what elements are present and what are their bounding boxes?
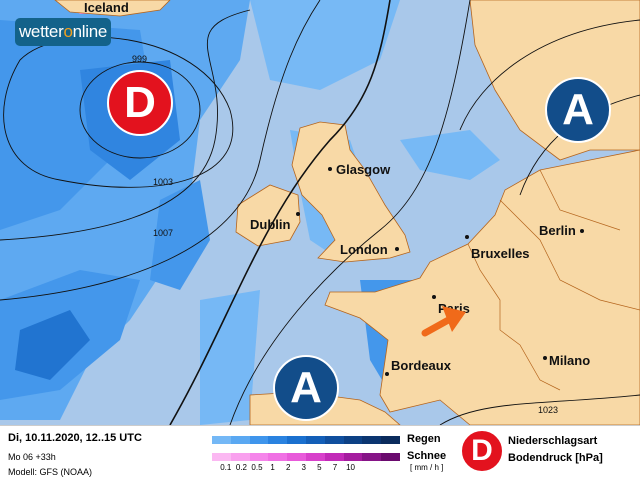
color-swatch <box>268 436 288 444</box>
color-swatch <box>287 436 306 444</box>
weather-map: 999 1003 1007 1023 Iceland Glasgow Dubli… <box>0 0 640 425</box>
scale-tick: 3 <box>301 463 306 472</box>
borders <box>467 169 640 391</box>
legend: Di, 10.11.2020, 12..15 UTC Mo 06 +33h Mo… <box>0 425 640 479</box>
model-run: Mo 06 +33h <box>8 452 56 462</box>
isobar-label: 1023 <box>538 405 558 415</box>
scale-tick: 0.1 <box>220 463 232 472</box>
rain-color-scale <box>212 436 400 444</box>
city-berlin: Berlin <box>539 223 576 238</box>
color-swatch <box>212 453 231 461</box>
city-dublin: Dublin <box>250 217 290 232</box>
snow-label: Schnee <box>407 450 447 462</box>
scale-tick: 0.5 <box>251 463 263 472</box>
color-swatch <box>230 453 250 461</box>
color-swatch <box>381 436 400 444</box>
scale-tick: 1 <box>270 463 275 472</box>
isobar-label: 1003 <box>153 177 173 187</box>
forecast-time: Di, 10.11.2020, 12..15 UTC <box>8 432 142 444</box>
pressure-label: Bodendruck [hPa] <box>508 452 603 464</box>
color-swatch <box>249 436 269 444</box>
high-pressure-center: A <box>273 355 339 421</box>
color-swatch <box>343 453 363 461</box>
color-swatch <box>287 453 306 461</box>
color-swatch <box>305 453 325 461</box>
model-name: Modell: GFS (NOAA) <box>8 467 93 477</box>
color-swatch <box>230 436 250 444</box>
low-pressure-icon: D <box>460 429 504 473</box>
wetteronline-logo[interactable]: wetteronline <box>15 18 111 46</box>
city-milano: Milano <box>549 353 590 368</box>
city-london: London <box>340 242 388 257</box>
isobar-label: 999 <box>132 54 147 64</box>
scale-ticks: 0.1 0.2 0.5 1 2 3 5 7 10 <box>218 463 358 472</box>
scale-tick: 5 <box>317 463 322 472</box>
precip-type-label: Niederschlagsart <box>508 435 598 447</box>
color-swatch <box>324 436 344 444</box>
color-swatch <box>362 453 382 461</box>
arrow-icon <box>421 306 466 337</box>
city-bruxelles: Bruxelles <box>471 246 530 261</box>
color-swatch <box>268 453 288 461</box>
color-swatch <box>362 436 382 444</box>
color-swatch <box>324 453 344 461</box>
color-swatch <box>381 453 400 461</box>
scale-tick: 7 <box>332 463 338 472</box>
isobar-label: 1007 <box>153 228 173 238</box>
scale-tick: 0.2 <box>235 463 247 472</box>
color-swatch <box>305 436 325 444</box>
city-markers <box>296 167 584 376</box>
rain-label: Regen <box>407 433 441 445</box>
color-swatch <box>249 453 269 461</box>
city-glasgow: Glasgow <box>336 162 391 177</box>
low-pressure-center: D <box>107 70 173 136</box>
snow-color-scale <box>212 453 400 461</box>
high-pressure-center: A <box>545 77 611 143</box>
scale-tick: 10 <box>346 463 355 472</box>
unit-label: [ mm / h ] <box>410 463 444 472</box>
color-swatch <box>343 436 363 444</box>
city-bordeaux: Bordeaux <box>391 358 452 373</box>
label-iceland: Iceland <box>84 0 129 15</box>
color-swatch <box>212 436 231 444</box>
scale-tick: 2 <box>285 463 291 472</box>
